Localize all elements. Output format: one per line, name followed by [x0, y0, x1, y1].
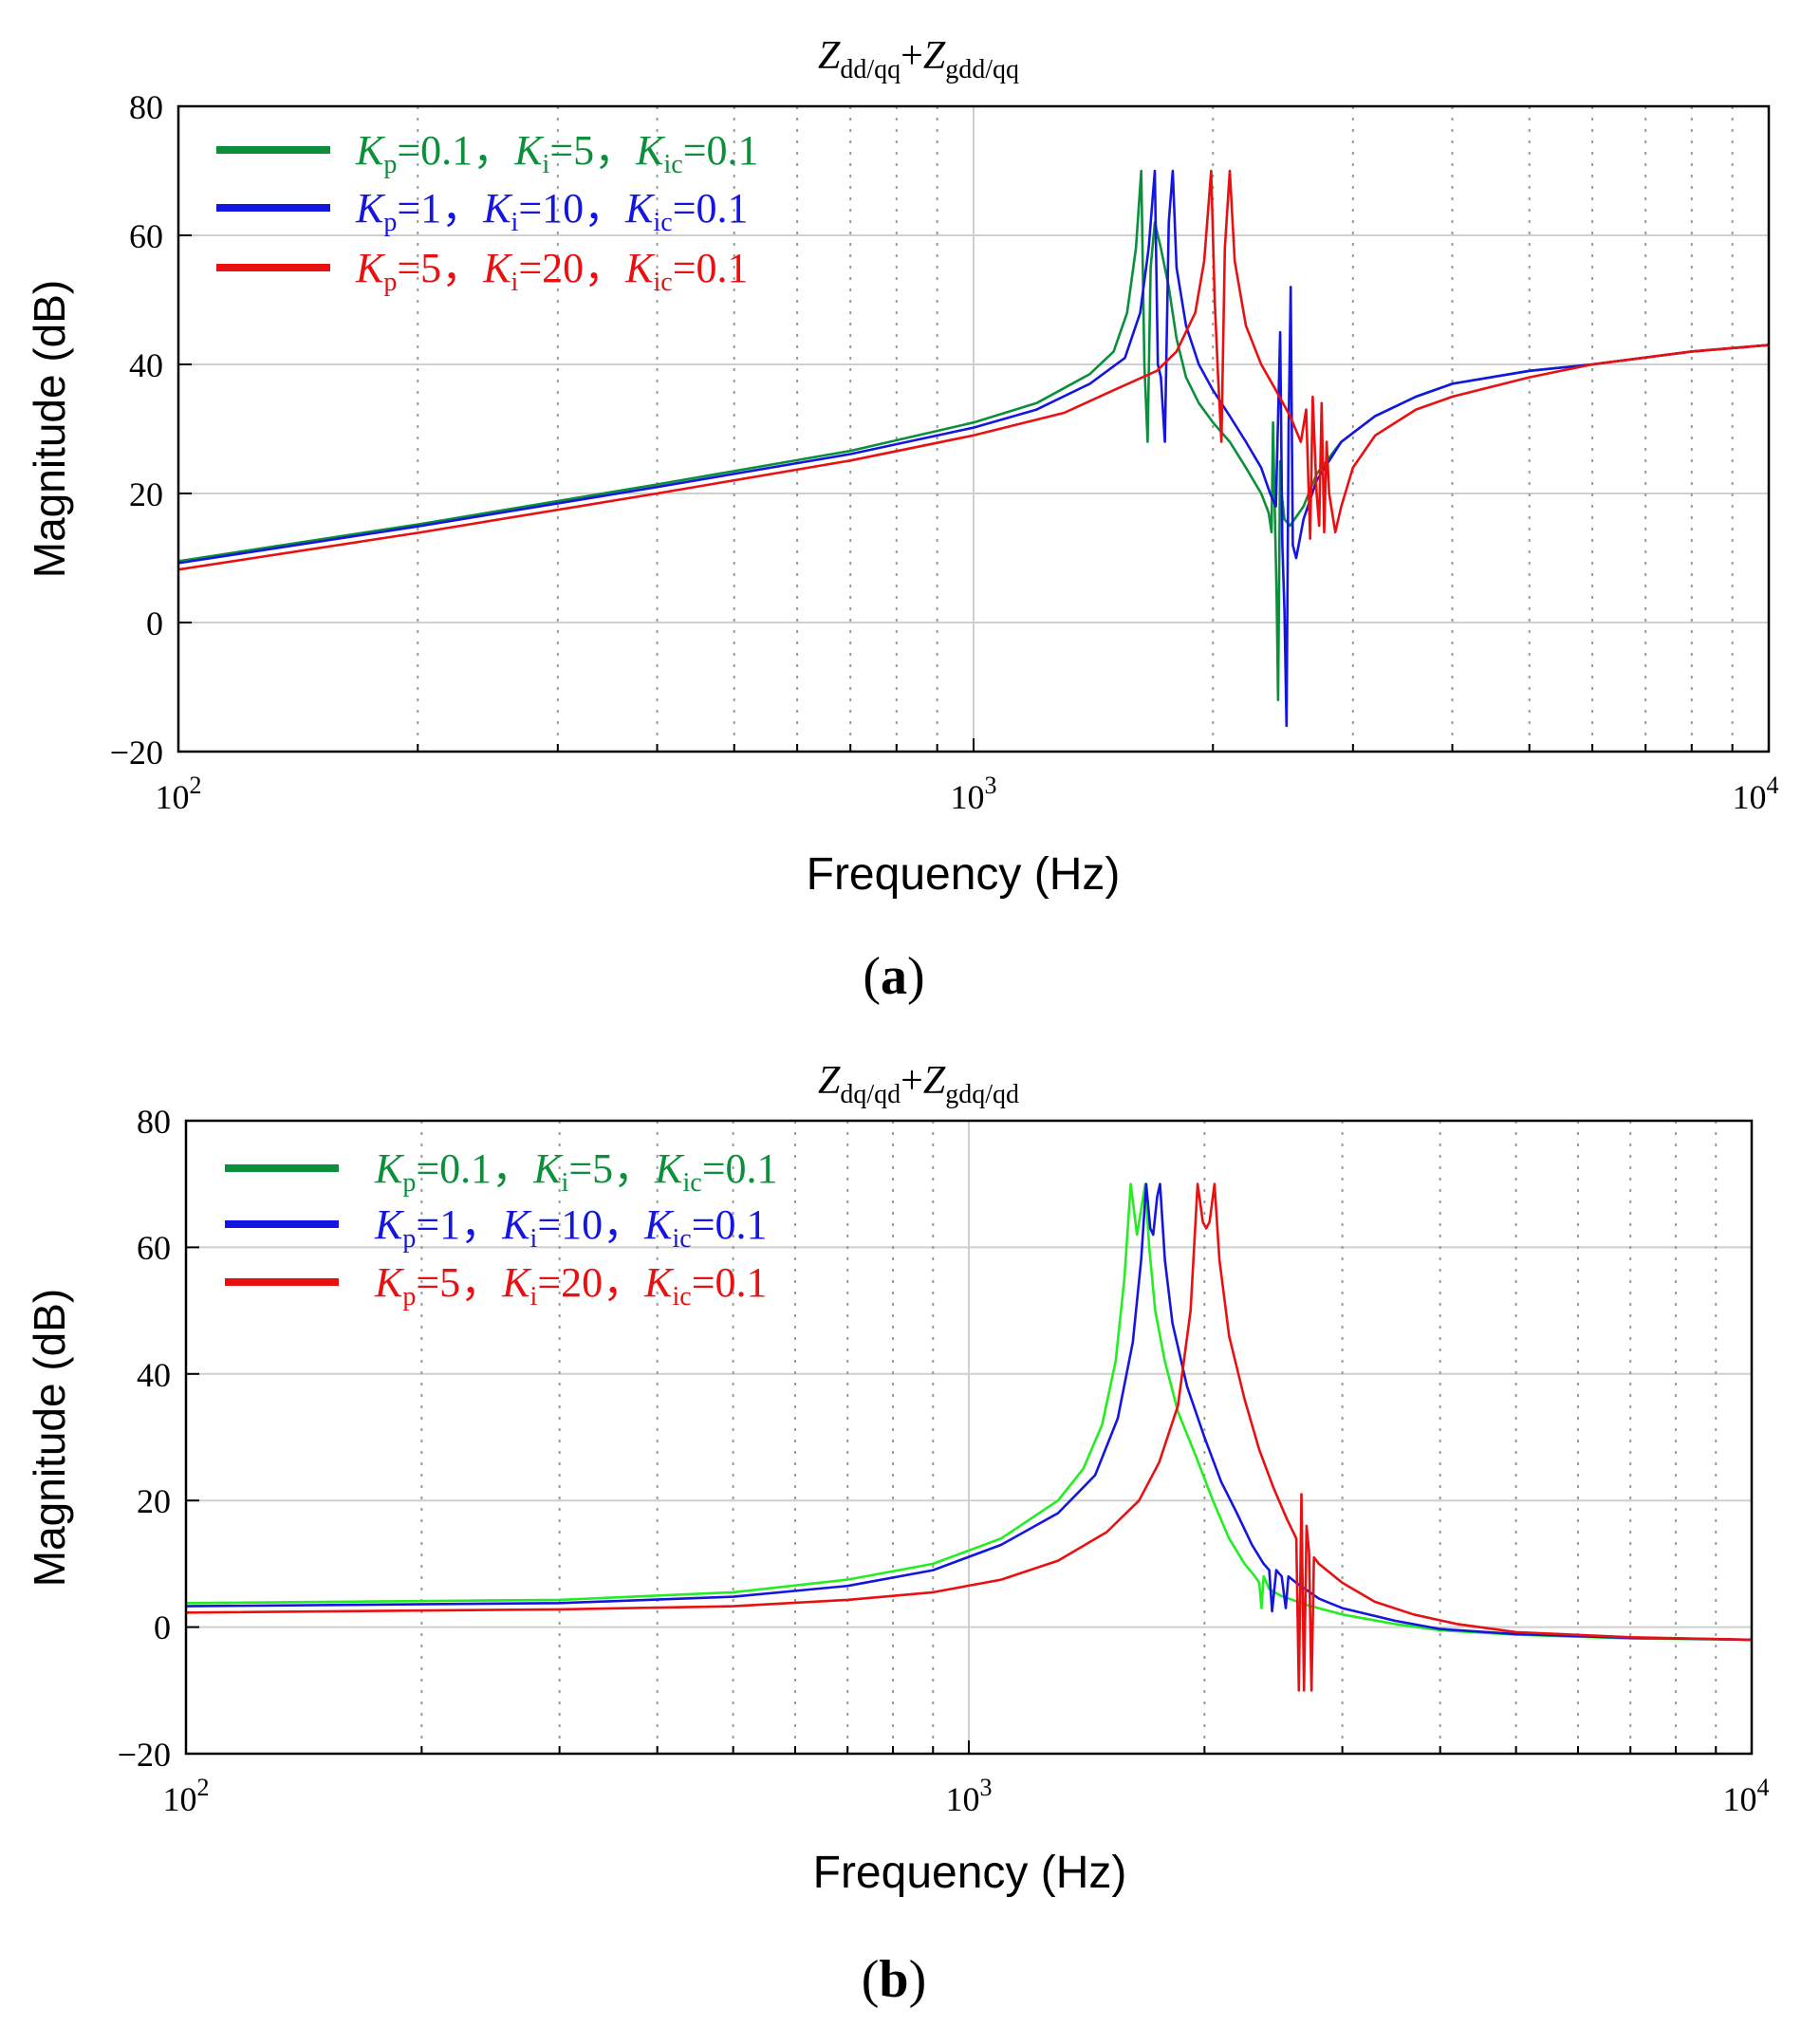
plot-frame-b	[184, 1119, 1754, 1756]
ytick-a-40: 40	[129, 346, 163, 384]
title-b-sub1: dq/qd	[840, 1080, 901, 1109]
grid-b	[186, 1121, 1752, 1754]
ytick-a-0: 0	[146, 604, 163, 642]
legend-a: Kp=0.1，Ki=5，Kic=0.1 Kp=1，Ki=10，Kic=0.1 K…	[216, 127, 759, 297]
legend-a-label-0: Kp=0.1，Ki=5，Kic=0.1	[355, 127, 759, 179]
ytick-a-60: 60	[129, 217, 163, 255]
plot-frame-a	[176, 104, 1771, 753]
title-a-z2: Z	[923, 34, 946, 78]
grid-a	[178, 106, 1769, 752]
ytick-b-80: 80	[137, 1103, 171, 1141]
ytick-b-40: 40	[137, 1356, 171, 1394]
title-b-z1: Z	[818, 1059, 841, 1103]
title-a-sub2: gdd/qq	[945, 55, 1019, 84]
series-line-a-2	[177, 169, 1770, 571]
title-b-z2: Z	[923, 1059, 946, 1103]
legend-a-label-2: Kp=5，Ki=20，Kic=0.1	[355, 245, 749, 297]
series-line-a-1	[177, 169, 1770, 728]
legend-b: Kp=0.1，Ki=5，Kic=0.1 Kp=1，Ki=10，Kic=0.1 K…	[225, 1145, 778, 1311]
series-lines-a	[177, 169, 1770, 728]
series-lines-b	[185, 1182, 1753, 1692]
ytick-b-0: 0	[154, 1609, 171, 1646]
ytick-b-60: 60	[137, 1229, 171, 1267]
title-a-z1: Z	[818, 34, 841, 78]
ytick-a-80: 80	[129, 88, 163, 126]
ylabel-a: Magnitude (dB)	[25, 280, 74, 579]
xtick-b-100: 102	[163, 1774, 210, 1818]
caption-b: (b)	[862, 1950, 926, 2009]
ytick-b-m20: −20	[118, 1736, 171, 1774]
title-b-sub2: gdq/qd	[945, 1080, 1019, 1109]
xtick-b-10000: 104	[1723, 1774, 1770, 1818]
series-line-b-2	[185, 1182, 1753, 1692]
legend-b-label-1: Kp=1，Ki=10，Kic=0.1	[374, 1201, 768, 1254]
title-b: Zdq/qd+Zgdq/qd	[818, 1059, 1019, 1109]
xtick-a-1000: 103	[951, 772, 997, 816]
ytick-b-20: 20	[137, 1482, 171, 1520]
xlabel-b: Frequency (Hz)	[813, 1848, 1127, 1898]
title-b-plus: +	[901, 1059, 923, 1103]
legend-a-label-1: Kp=1，Ki=10，Kic=0.1	[355, 185, 749, 237]
xtick-a-100: 102	[156, 772, 202, 816]
caption-a: (a)	[863, 947, 924, 1006]
title-a-sub1: dd/qq	[840, 55, 901, 84]
panel-a: Zdd/qq+Zgdd/qq 80 60 40 20 0 −20 102 103…	[25, 34, 1779, 1006]
panel-b: Zdq/qd+Zgdq/qd 80 60 40 20 0 −20 102 103…	[25, 1059, 1770, 2009]
series-line-b-1	[185, 1182, 1753, 1642]
legend-b-label-2: Kp=5，Ki=20，Kic=0.1	[374, 1259, 768, 1311]
ytick-a-20: 20	[129, 475, 163, 513]
legend-b-label-0: Kp=0.1，Ki=5，Kic=0.1	[374, 1145, 778, 1198]
title-a: Zdd/qq+Zgdd/qq	[818, 34, 1019, 84]
xtick-b-1000: 103	[946, 1774, 993, 1818]
ytick-a-m20: −20	[110, 734, 163, 772]
ylabel-b: Magnitude (dB)	[25, 1289, 74, 1588]
xlabel-a: Frequency (Hz)	[807, 849, 1121, 900]
xtick-a-10000: 104	[1733, 772, 1779, 816]
title-a-plus: +	[901, 34, 923, 78]
